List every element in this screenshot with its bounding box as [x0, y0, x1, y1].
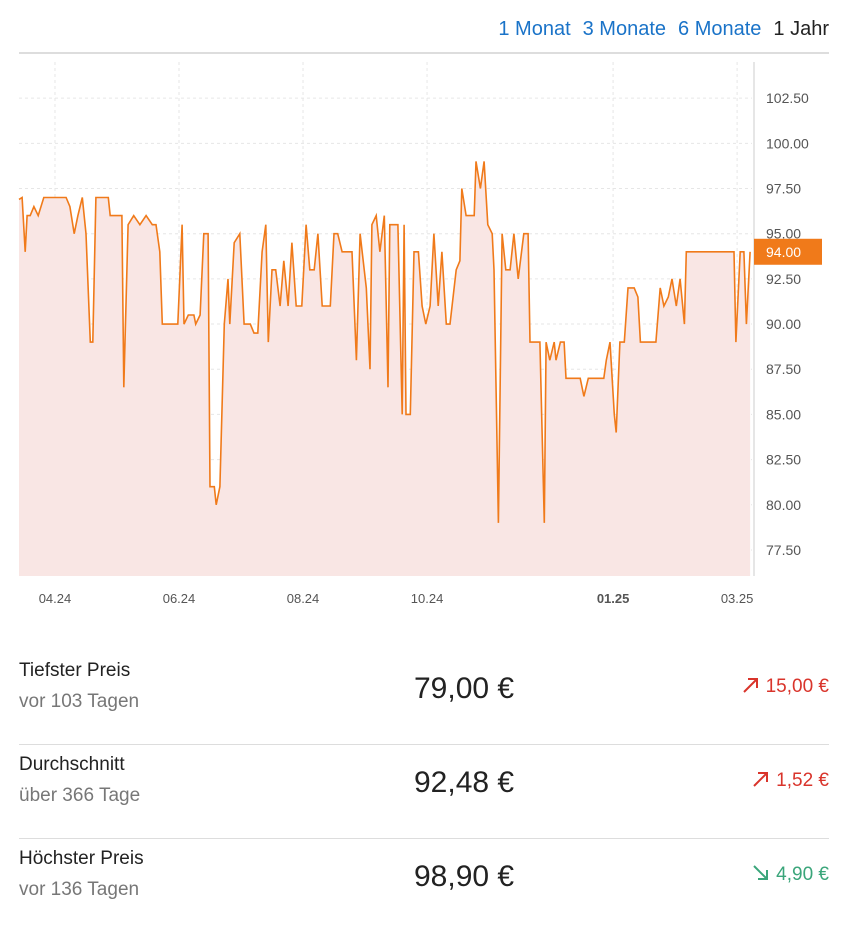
stat-change: 15,00 €	[742, 676, 829, 698]
stat-label: Tiefster Preis	[19, 660, 131, 681]
arrow-up	[742, 678, 758, 693]
y-tick-label: 95.00	[766, 226, 801, 242]
stat-sub: vor 136 Tagen	[19, 879, 140, 900]
y-tick-label: 92.50	[766, 271, 801, 287]
current-price-label: 94.00	[766, 244, 801, 260]
stat-change: 1,52 €	[752, 770, 829, 792]
tab[interactable]: 1 Monat	[498, 18, 571, 40]
stat-change: 4,90 €	[752, 864, 829, 886]
y-tick-label: 82.50	[766, 452, 801, 468]
stat-sub: über 366 Tage	[19, 785, 141, 806]
current-price-box	[754, 238, 822, 265]
x-tick-label: 10.24	[411, 591, 444, 606]
stat-label: Höchster Preis	[19, 848, 144, 869]
y-tick-label: 77.50	[766, 542, 801, 558]
price-line	[18, 161, 751, 523]
arrow-up	[753, 772, 769, 787]
stat-label: Durchschnitt	[19, 754, 125, 775]
stat-row: Tiefster Preis vor 103 Tagen 79,00 € 15,…	[19, 650, 829, 745]
x-tick-label: 03.25	[721, 591, 754, 606]
change-value: 1,52 €	[776, 770, 829, 791]
y-tick-label: 102.50	[766, 90, 809, 106]
stat-price: 79,00 €	[414, 672, 515, 705]
x-tick-label: 06.24	[163, 591, 196, 606]
tab[interactable]: 6 Monate	[678, 18, 762, 40]
y-tick-label: 85.00	[766, 406, 801, 422]
x-tick-label: 08.24	[287, 591, 320, 606]
stat-sub: vor 103 Tagen	[19, 691, 140, 712]
stat-row: Durchschnitt über 366 Tage 92,48 € 1,52 …	[19, 744, 829, 839]
y-tick-label: 90.00	[766, 316, 801, 332]
stat-price: 98,90 €	[414, 860, 515, 893]
stat-price: 92,48 €	[414, 766, 515, 799]
y-tick-label: 87.50	[766, 361, 801, 377]
tab[interactable]: 1 Jahr	[773, 18, 829, 40]
change-value: 15,00 €	[765, 676, 829, 697]
y-tick-label: 100.00	[766, 135, 809, 151]
y-tick-label: 97.50	[766, 181, 801, 197]
tab[interactable]: 3 Monate	[582, 18, 667, 40]
x-tick-label: 01.25	[597, 591, 630, 606]
chart: 77.50 80.00 82.50 85.00 87.50 90.00 92.50 95.00…	[18, 52, 829, 606]
area	[19, 161, 751, 576]
change-value: 4,90 €	[776, 864, 829, 885]
range-tabs: 1 Monat 3 Monate 6 Monate 1 Jahr	[486, 18, 829, 41]
x-tick-label: 04.24	[39, 591, 72, 606]
y-tick-label: 80.00	[766, 497, 801, 513]
stat-row: Höchster Preis vor 136 Tagen 98,90 € 4,9…	[19, 838, 829, 932]
arrow-down	[753, 865, 769, 880]
